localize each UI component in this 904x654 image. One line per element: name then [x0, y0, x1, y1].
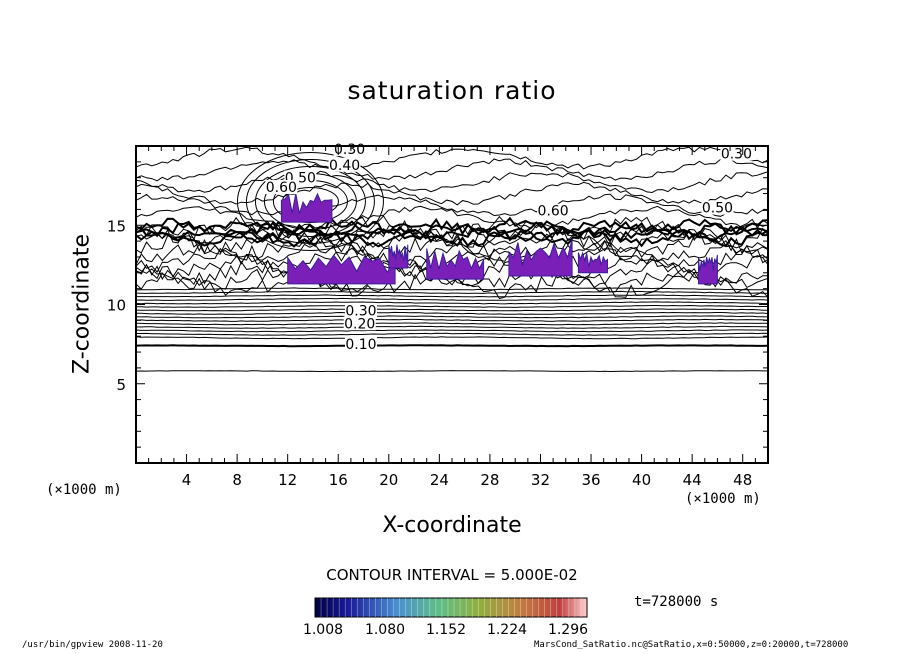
x-unit-label-right: (×1000 m): [685, 491, 761, 507]
x-unit-label-left: (×1000 m): [46, 482, 122, 498]
contour-label: 0.10: [345, 337, 376, 353]
contour-label-bg: [343, 316, 376, 331]
contour-label-bg: [701, 200, 734, 215]
contour-line: [136, 370, 768, 373]
contour-line: [136, 234, 768, 261]
contour-line: [136, 332, 768, 336]
contour-line: [136, 329, 768, 333]
contour-line: [245, 158, 375, 244]
x-tick-label: 4: [182, 471, 192, 489]
contour-label-bg: [720, 146, 753, 161]
y-tick-label: 15: [107, 217, 126, 235]
x-tick-label: 24: [430, 471, 449, 489]
x-tick-label: 44: [683, 471, 702, 489]
contour-line: [136, 322, 768, 326]
contour-line: [136, 271, 768, 300]
colorbar-tick-label: 1.224: [486, 622, 528, 638]
contour-label: 0.60: [266, 180, 297, 196]
shaded-region: [577, 251, 608, 274]
contour-line: [136, 157, 768, 182]
contour-line: [136, 228, 768, 248]
x-tick-label: 16: [329, 471, 348, 489]
supersaturation-regions: [280, 192, 718, 285]
contour-line: [136, 225, 768, 245]
contour-line: [136, 304, 768, 308]
contour-interval-label: CONTOUR INTERVAL = 5.000E-02: [326, 566, 578, 584]
x-tick-label: 36: [581, 471, 600, 489]
x-tick-label: 20: [379, 471, 398, 489]
time-label: t=728000 s: [634, 594, 719, 610]
shaded-region: [280, 192, 333, 223]
contour-label-bg: [537, 203, 570, 218]
y-tick-label: 10: [107, 297, 126, 315]
contour-label: 0.40: [329, 158, 360, 174]
y-axis-label: Z-coordinate: [69, 234, 95, 374]
contour-label: 0.60: [538, 204, 569, 220]
contour-line: [136, 193, 768, 217]
contour-line: [136, 344, 768, 348]
x-tick-label: 40: [632, 471, 651, 489]
contour-line: [136, 318, 768, 322]
x-tick-label: 48: [733, 471, 752, 489]
contour-line: [136, 240, 768, 268]
contour-line: [136, 216, 768, 236]
colorbar-tick-label: 1.296: [547, 622, 589, 638]
contour-label: 0.50: [702, 201, 733, 217]
contour-label-bg: [328, 157, 361, 172]
y-tick-label: 5: [116, 376, 126, 394]
colorbar: [314, 597, 588, 618]
colorbar-tick-label: 1.080: [364, 622, 406, 638]
contour-line: [136, 170, 768, 194]
shaded-region: [698, 254, 718, 285]
contour-line: [136, 325, 768, 329]
contour-line: [136, 315, 768, 319]
footer-program-info: /usr/bin/gpview 2008-11-20: [22, 640, 163, 650]
x-axis-label: X-coordinate: [382, 513, 522, 538]
contour-line: [136, 259, 768, 287]
colorbar-gradient: [314, 597, 588, 618]
contour-line: [136, 311, 768, 315]
shaded-region: [287, 254, 396, 285]
contour-line: [254, 165, 366, 237]
x-tick-label: 8: [232, 471, 242, 489]
contour-line: [136, 301, 768, 305]
contour-label: 0.30: [345, 304, 376, 320]
contour-label: 0.30: [721, 147, 752, 163]
x-tick-label: 32: [531, 471, 550, 489]
contour-line: [236, 151, 384, 251]
contour-line: [136, 308, 768, 312]
colorbar-tick-label: 1.008: [302, 622, 344, 638]
shaded-region: [388, 244, 409, 269]
contour-line: [136, 297, 768, 301]
contour-line: [136, 336, 768, 340]
contour-line: [136, 181, 768, 206]
contour-line: [136, 294, 768, 298]
contour-label-bg: [265, 179, 298, 194]
x-tick-label: 28: [480, 471, 499, 489]
contour-lines: [136, 146, 768, 373]
shaded-region: [508, 238, 573, 277]
contour-line: [136, 287, 768, 291]
colorbar-tick-label: 1.152: [425, 622, 467, 638]
contour-label-bg: [344, 303, 377, 318]
shaded-region: [426, 248, 485, 280]
x-tick-label: 12: [278, 471, 297, 489]
contour-label-bg: [344, 336, 377, 351]
contour-label: 0.20: [344, 316, 375, 332]
contour-line: [136, 290, 768, 294]
footer-dataset-info: MarsCond_SatRatio.nc@SatRatio,x=0:50000,…: [534, 640, 849, 650]
chart-title: saturation ratio: [347, 76, 557, 105]
plot-frame: [135, 145, 769, 464]
